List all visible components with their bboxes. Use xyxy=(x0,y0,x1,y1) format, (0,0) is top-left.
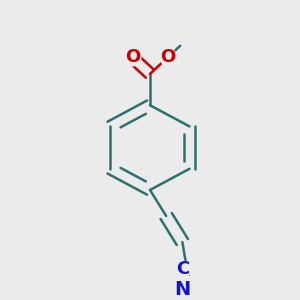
Text: O: O xyxy=(125,48,140,66)
Text: O: O xyxy=(160,48,175,66)
Text: C: C xyxy=(176,260,189,278)
Text: N: N xyxy=(174,280,190,299)
